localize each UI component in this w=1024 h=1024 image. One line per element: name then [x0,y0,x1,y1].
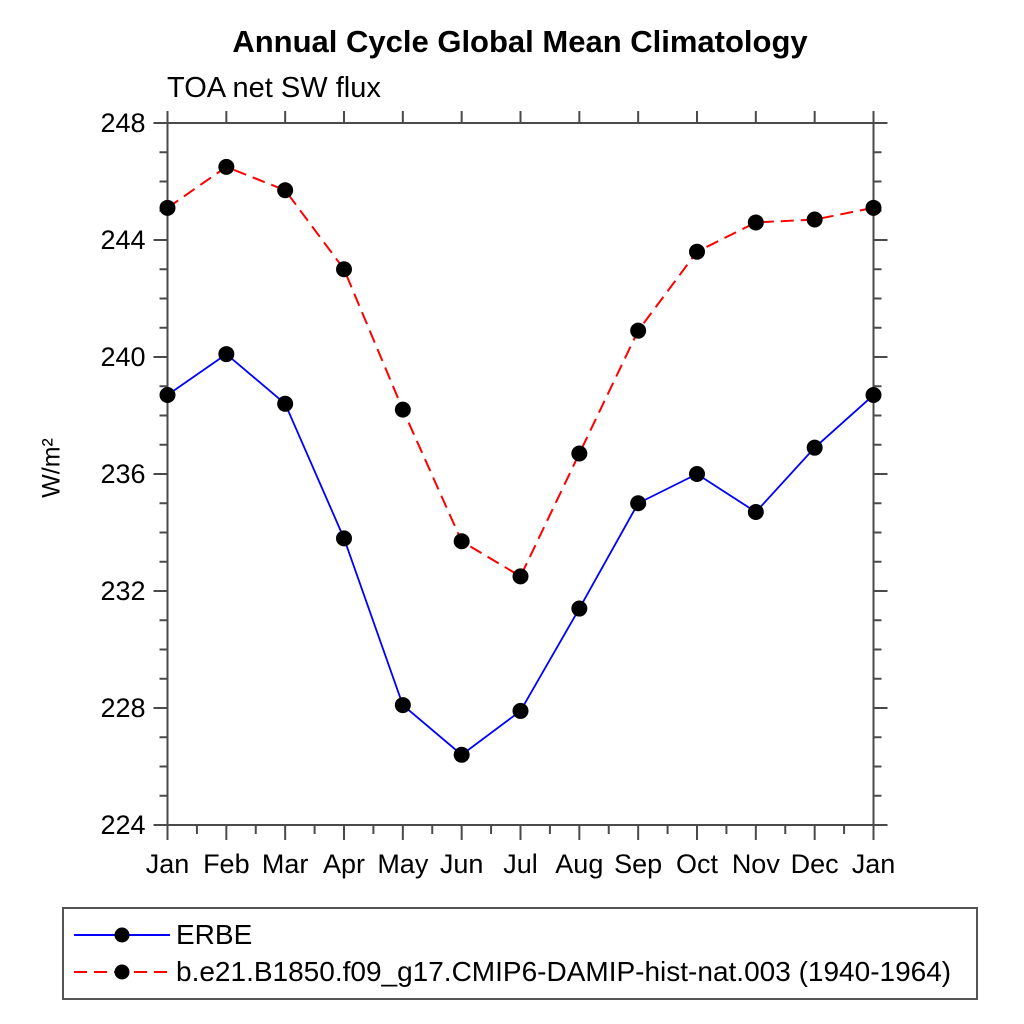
data-point-marker [512,568,529,585]
data-point-marker [630,495,647,512]
chart-subtitle: TOA net SW flux [167,72,381,104]
data-point-marker [218,346,235,363]
data-point-marker [277,182,294,199]
data-point-marker [453,533,470,550]
x-axis-tick-label: Jul [503,849,538,879]
data-point-marker [806,211,823,228]
model-line [166,165,874,578]
x-axis-tick-label: Nov [732,849,781,879]
x-axis-tick-label: Jan [852,849,896,879]
data-point-marker [689,243,705,260]
data-point-marker [159,199,176,216]
data-point-marker [277,395,294,412]
legend-dashed-line-sample-icon [74,964,170,980]
legend-item-erbe: ERBE [72,918,972,950]
x-axis-tick-label: Apr [323,849,365,879]
x-axis-tick-label: Jun [440,849,484,879]
x-axis-tick-label: Oct [676,849,719,879]
data-point-marker [571,445,588,462]
erbe-line [166,352,875,756]
x-axis-tick-label: May [377,849,429,879]
legend-label-erbe: ERBE [176,918,253,950]
y-axis-tick-label: 228 [100,693,145,723]
x-axis-tick-label: Sep [614,849,662,879]
data-point-marker [571,600,588,617]
x-axis-tick-label: Mar [262,849,309,879]
legend-label-model: b.e21.B1850.f09_g17.CMIP6-DAMIP-hist-nat… [176,956,952,988]
data-point-marker [159,387,176,404]
data-point-marker [630,322,647,339]
x-axis-tick-label: Aug [555,849,603,879]
x-axis-tick-label: Feb [203,849,250,879]
legend-item-model: b.e21.B1850.f09_g17.CMIP6-DAMIP-hist-nat… [72,958,972,986]
y-axis-tick-label: 236 [100,459,145,489]
legend-solid-line-sample-icon [74,927,170,943]
chart-title: Annual Cycle Global Mean Climatology [232,24,808,59]
data-point-marker [806,439,823,456]
data-point-marker [689,466,705,482]
data-point-marker [336,530,352,547]
data-point-marker [218,158,235,175]
data-point-marker [865,199,882,216]
y-axis-tick-label: 240 [100,342,145,372]
plot-frame [166,122,875,826]
data-point-marker [865,387,882,404]
data-point-marker [394,697,411,714]
y-axis-tick-label: 232 [100,576,145,606]
y-axis-tick-label: 248 [100,108,145,138]
data-point-marker [747,504,764,521]
y-axis-tick-label: 224 [100,810,145,840]
data-point-marker [512,702,529,719]
data-point-marker [453,746,470,763]
x-axis-tick-label: Dec [791,849,839,879]
data-point-marker [747,214,764,231]
x-axis-tick-label: Jan [146,849,190,879]
legend: ERBE b.e21.B1850.f09_g17.CMIP6-DAMIP-his… [62,907,978,1000]
data-point-marker [394,401,411,418]
data-point-marker [336,261,352,278]
y-axis-tick-label: 244 [100,225,145,255]
